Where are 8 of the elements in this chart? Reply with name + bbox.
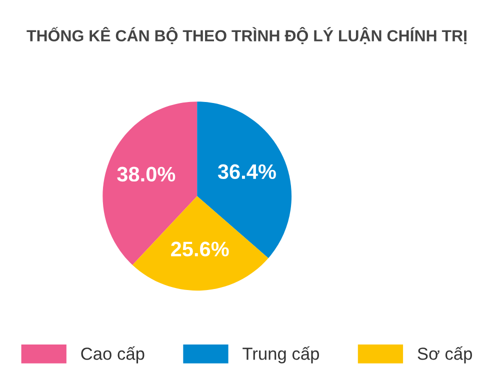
data-label: 25.6% [171,242,229,256]
data-label: 38.0% [117,166,176,182]
chart-title: THỐNG KÊ CÁN BỘ THEO TRÌNH ĐỘ LÝ LUẬN CHÍNH TRỊ [26,26,466,44]
legend-label: Cao cấp [81,346,144,364]
legend-label: Sơ cấp [418,346,472,364]
pie-slice [132,196,268,291]
data-label: 36.4% [218,164,276,180]
legend-label: Trung cấp [242,346,319,364]
